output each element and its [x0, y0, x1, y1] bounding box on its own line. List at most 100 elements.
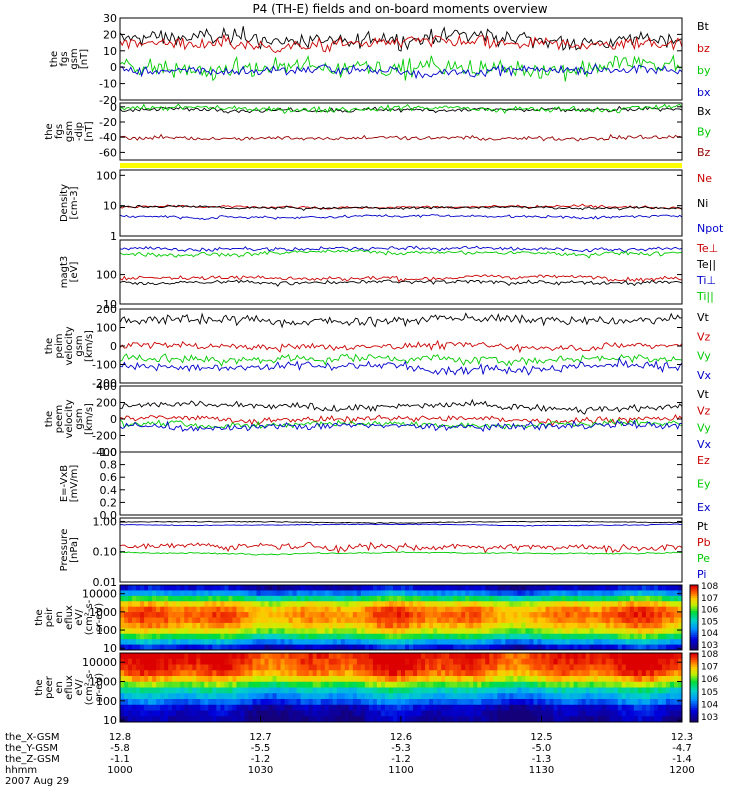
spectrogram-cell	[557, 664, 562, 671]
spectrogram-cell	[621, 710, 627, 717]
spectrogram-cell	[433, 639, 438, 645]
spectrogram-cell	[140, 585, 145, 591]
spectrogram-cell	[316, 716, 322, 723]
spectrogram-cell	[601, 687, 607, 694]
spectrogram-cell	[224, 628, 229, 635]
spectrogram-cell	[409, 612, 414, 618]
spectrogram-cell	[292, 585, 298, 591]
y-tick-label: 10	[103, 642, 117, 655]
colorbar-frame	[689, 652, 699, 723]
spectrogram-cell	[124, 658, 129, 665]
spectrogram-cell	[380, 633, 386, 640]
spectrogram-cell	[224, 653, 229, 660]
spectrogram-cell	[585, 676, 591, 683]
spectrogram-cell	[445, 585, 450, 591]
spectrogram-cell	[180, 601, 185, 608]
y-tick-label: -20	[99, 116, 117, 129]
spectrogram-cell	[517, 612, 522, 618]
spectrogram-cell	[537, 606, 542, 613]
spectrogram-cell	[425, 699, 430, 706]
spectrogram-cell	[196, 664, 201, 671]
spectrogram-cell	[372, 595, 378, 602]
spectrogram-cell	[140, 612, 145, 618]
spectrogram-cell	[509, 617, 514, 624]
spectrogram-cell	[348, 622, 354, 629]
spectrogram-cell	[196, 585, 201, 591]
spectrogram-cell	[677, 704, 683, 711]
spectrogram-cell	[396, 670, 402, 677]
spectrogram-cell	[457, 693, 462, 700]
spectrogram-cell	[509, 699, 514, 706]
spectrogram-cell	[148, 628, 153, 635]
spectrogram-cell	[609, 606, 615, 613]
spectrogram-cell	[396, 644, 402, 651]
spectrogram-cell	[453, 710, 458, 717]
spectrogram-cell	[344, 612, 350, 618]
spectrogram-cell	[272, 681, 277, 688]
spectrogram-cell	[200, 601, 205, 608]
spectrogram-cell	[649, 687, 655, 694]
y-axis-label-line: gsm	[74, 408, 85, 429]
spectrogram-cell	[537, 622, 542, 629]
spectrogram-cell	[296, 670, 302, 677]
y-tick-label: 0.10	[93, 546, 118, 559]
spectrogram-cell	[537, 644, 542, 651]
y-tick-label: -60	[99, 146, 117, 159]
spectrogram-cell	[601, 606, 607, 613]
spectrogram-cell	[160, 693, 165, 700]
spectrogram-cell	[376, 595, 382, 602]
spectrogram-cell	[605, 693, 611, 700]
spectrogram-cell	[401, 710, 406, 717]
spectrogram-cell	[517, 606, 522, 613]
spectrogram-cell	[457, 653, 462, 660]
spectrogram-cell	[216, 681, 221, 688]
spectrogram-cell	[405, 716, 410, 723]
spectrogram-cell	[629, 699, 635, 706]
spectrogram-cell	[589, 693, 595, 700]
spectrogram-cell	[441, 612, 446, 618]
colorbar-segment	[690, 708, 698, 711]
spectrogram-cell	[124, 664, 129, 671]
y-axis-label: thepeemvelocitygsm[km/s]	[44, 399, 95, 438]
spectrogram-cell	[625, 595, 631, 602]
spectrogram-cell	[421, 644, 426, 651]
spectrogram-cell	[244, 699, 249, 706]
spectrogram-cell	[308, 653, 314, 660]
spectrogram-cell	[352, 585, 358, 591]
spectrogram-cell	[505, 617, 510, 624]
spectrogram-cell	[537, 653, 542, 660]
spectrogram-cell	[212, 590, 217, 597]
spectrogram-cell	[268, 681, 273, 688]
spectrogram-cell	[252, 612, 257, 618]
spectrogram-cell	[164, 644, 169, 651]
spectrogram-cell	[469, 639, 474, 645]
spectrogram-cell	[284, 670, 289, 677]
panel-frame	[119, 239, 683, 305]
spectrogram-cell	[292, 681, 298, 688]
spectrogram-cell	[409, 681, 414, 688]
y-axis-label-line: the	[44, 123, 55, 139]
spectrogram-cell	[601, 590, 607, 597]
spectrogram-cell	[244, 704, 249, 711]
y-tick-label: 1	[110, 230, 117, 243]
y-axis-label-line: sr-eV)	[94, 603, 105, 632]
spectrogram-cell	[236, 585, 241, 591]
spectrogram-cell	[645, 693, 651, 700]
spectrogram-cell	[585, 664, 591, 671]
spectrogram-cell	[473, 639, 478, 645]
spectrogram-cell	[605, 664, 611, 671]
spectrogram-cell	[184, 612, 189, 618]
spectrogram-cell	[232, 628, 237, 635]
spectrogram-cell	[481, 590, 486, 597]
spectrogram-cell	[529, 693, 534, 700]
spectrogram-cell	[172, 585, 177, 591]
spectrogram-cell	[164, 622, 169, 629]
spectrogram-cell	[505, 658, 510, 665]
spectrogram-cell	[589, 590, 595, 597]
spectrogram-cell	[124, 628, 129, 635]
spectrogram-cell	[465, 633, 470, 640]
series-group	[119, 520, 683, 556]
colorbar-segment	[690, 632, 698, 636]
spectrogram-cell	[220, 681, 225, 688]
spectrogram-cell	[605, 612, 611, 618]
